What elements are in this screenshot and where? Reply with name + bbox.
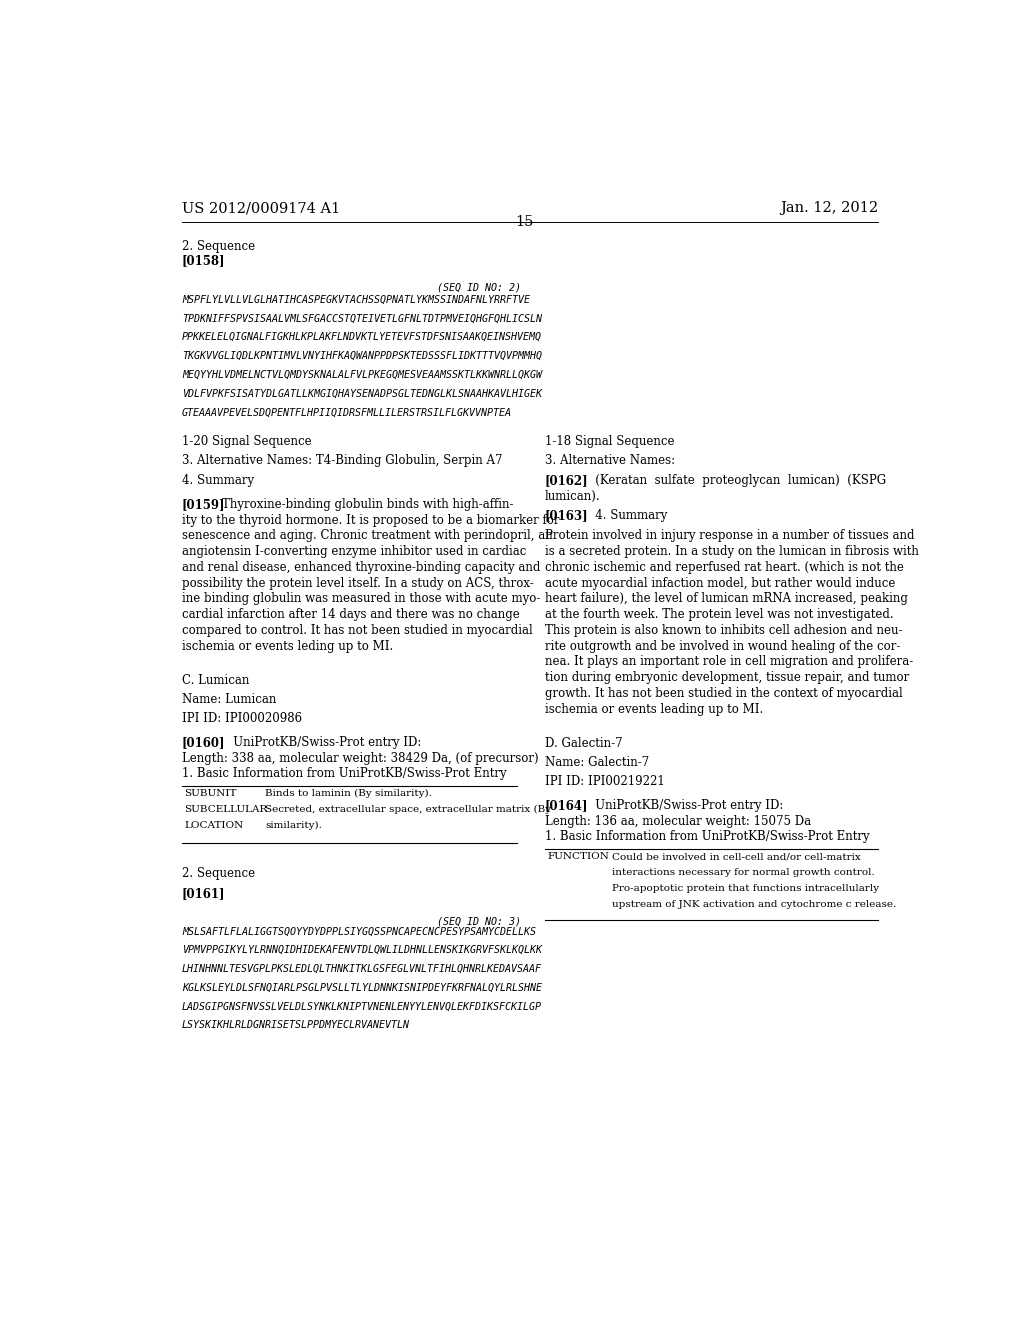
Text: compared to control. It has not been studied in myocardial: compared to control. It has not been stu… <box>182 624 532 638</box>
Text: Secreted, extracellular space, extracellular matrix (By: Secreted, extracellular space, extracell… <box>265 805 551 814</box>
Text: 15: 15 <box>516 215 534 230</box>
Text: Length: 136 aa, molecular weight: 15075 Da: Length: 136 aa, molecular weight: 15075 … <box>545 814 811 828</box>
Text: IPI ID: IPI00020986: IPI ID: IPI00020986 <box>182 711 302 725</box>
Text: ity to the thyroid hormone. It is proposed to be a biomarker for: ity to the thyroid hormone. It is propos… <box>182 513 559 527</box>
Text: MSLSAFTLFLALIGGTSQOYYDYDPPLSIYGQSSPNCAPECNCPESYPSAMYCDELLKS: MSLSAFTLFLALIGGTSQOYYDYDPPLSIYGQSSPNCAPE… <box>182 927 536 936</box>
Text: 1. Basic Information from UniProtKB/Swiss-Prot Entry: 1. Basic Information from UniProtKB/Swis… <box>545 830 869 843</box>
Text: Jan. 12, 2012: Jan. 12, 2012 <box>780 201 878 215</box>
Text: is a secreted protein. In a study on the lumican in fibrosis with: is a secreted protein. In a study on the… <box>545 545 919 558</box>
Text: at the fourth week. The protein level was not investigated.: at the fourth week. The protein level wa… <box>545 609 893 622</box>
Text: 2. Sequence: 2. Sequence <box>182 866 255 879</box>
Text: Length: 338 aa, molecular weight: 38429 Da, (of precursor): Length: 338 aa, molecular weight: 38429 … <box>182 751 539 764</box>
Text: SUBUNIT: SUBUNIT <box>184 789 237 799</box>
Text: TKGKVVGLIQDLKPNTIMVLVNYIHFKAQWANPPDPSKTEDSSSFLIDKTTTVQVPMMHQ: TKGKVVGLIQDLKPNTIMVLVNYIHFKAQWANPPDPSKTE… <box>182 351 542 360</box>
Text: LOCATION: LOCATION <box>184 821 244 830</box>
Text: [0163]: [0163] <box>545 510 588 521</box>
Text: possibility the protein level itself. In a study on ACS, throx-: possibility the protein level itself. In… <box>182 577 534 590</box>
Text: 3. Alternative Names:: 3. Alternative Names: <box>545 454 675 467</box>
Text: D. Galectin-7: D. Galectin-7 <box>545 738 623 750</box>
Text: angiotensin I-converting enzyme inhibitor used in cardiac: angiotensin I-converting enzyme inhibito… <box>182 545 526 558</box>
Text: C. Lumican: C. Lumican <box>182 675 249 688</box>
Text: cardial infarction after 14 days and there was no change: cardial infarction after 14 days and the… <box>182 609 520 622</box>
Text: tion during embryonic development, tissue repair, and tumor: tion during embryonic development, tissu… <box>545 671 909 684</box>
Text: FUNCTION: FUNCTION <box>547 853 609 861</box>
Text: TPDKNIFFSPVSISAALVMLSFGACCSTQTEIVETLGFNLTDTPMVEIQHGFQHLICSLN: TPDKNIFFSPVSISAALVMLSFGACCSTQTEIVETLGFNL… <box>182 313 542 323</box>
Text: nea. It plays an important role in cell migration and prolifera-: nea. It plays an important role in cell … <box>545 656 912 668</box>
Text: ine binding globulin was measured in those with acute myo-: ine binding globulin was measured in tho… <box>182 593 541 606</box>
Text: 1. Basic Information from UniProtKB/Swiss-Prot Entry: 1. Basic Information from UniProtKB/Swis… <box>182 767 507 780</box>
Text: [0162]: [0162] <box>545 474 588 487</box>
Text: [0159]: [0159] <box>182 498 225 511</box>
Text: chronic ischemic and reperfused rat heart. (which is not the: chronic ischemic and reperfused rat hear… <box>545 561 903 574</box>
Text: 3. Alternative Names: T4-Binding Globulin, Serpin A7: 3. Alternative Names: T4-Binding Globuli… <box>182 454 503 467</box>
Text: 2. Sequence: 2. Sequence <box>182 240 255 252</box>
Text: Could be involved in cell-cell and/or cell-matrix: Could be involved in cell-cell and/or ce… <box>612 853 861 861</box>
Text: UniProtKB/Swiss-Prot entry ID:: UniProtKB/Swiss-Prot entry ID: <box>585 799 783 812</box>
Text: ischemia or events leding up to MI.: ischemia or events leding up to MI. <box>182 640 393 652</box>
Text: growth. It has not been studied in the context of myocardial: growth. It has not been studied in the c… <box>545 686 902 700</box>
Text: [0161]: [0161] <box>182 887 225 900</box>
Text: Thyroxine-binding globulin binds with high-affin-: Thyroxine-binding globulin binds with hi… <box>221 498 513 511</box>
Text: ischemia or events leading up to MI.: ischemia or events leading up to MI. <box>545 702 763 715</box>
Text: (SEQ ID NO: 2): (SEQ ID NO: 2) <box>437 282 521 293</box>
Text: MEQYYHLVDMELNCTVLQMDYSKNALALFVLPKEGQMESVEAAMSSKTLKKWNRLLQKGW: MEQYYHLVDMELNCTVLQMDYSKNALALFVLPKEGQMESV… <box>182 370 542 380</box>
Text: KGLKSLEYLDLSFNQIARLPSGLPVSLLTLYLDNNKISNIPDEYFKRFNALQYLRLSHNE: KGLKSLEYLDLSFNQIARLPSGLPVSLLTLYLDNNKISNI… <box>182 983 542 993</box>
Text: VPMVPPGIKYLYLRNNQIDHIDEKAFENVTDLQWLILDHNLLENSKIKGRVFSKLKQLKK: VPMVPPGIKYLYLRNNQIDHIDEKAFENVTDLQWLILDHN… <box>182 945 542 956</box>
Text: Name: Galectin-7: Name: Galectin-7 <box>545 756 649 770</box>
Text: [0164]: [0164] <box>545 799 588 812</box>
Text: Binds to laminin (By similarity).: Binds to laminin (By similarity). <box>265 789 432 799</box>
Text: IPI ID: IPI00219221: IPI ID: IPI00219221 <box>545 775 665 788</box>
Text: LHINHNNLTESVGPLPKSLEDLQLTHNKITKLGSFEGLVNLTFIHLQHNRLKEDAVSAAF: LHINHNNLTESVGPLPKSLEDLQLTHNKITKLGSFEGLVN… <box>182 964 542 974</box>
Text: [0160]: [0160] <box>182 735 225 748</box>
Text: [0158]: [0158] <box>182 253 225 267</box>
Text: LADSGIPGNSFNVSSLVELDLSYNKLKNIPTVNENLENYYLENVQLEKFDIKSFCKILGP: LADSGIPGNSFNVSSLVELDLSYNKLKNIPTVNENLENYY… <box>182 1002 542 1011</box>
Text: US 2012/0009174 A1: US 2012/0009174 A1 <box>182 201 340 215</box>
Text: Protein involved in injury response in a number of tissues and: Protein involved in injury response in a… <box>545 529 914 543</box>
Text: lumican).: lumican). <box>545 490 600 503</box>
Text: PPKKELELQIGNALFIGKHLKPLAKFLNDVKTLYETEVFSTDFSNISAAKQEINSHVEMQ: PPKKELELQIGNALFIGKHLKPLAKFLNDVKTLYETEVFS… <box>182 333 542 342</box>
Text: VDLFVPKFSISATYDLGATLLKMGIQHAYSENADPSGLTEDNGLKLSNAAHKAVLHIGEK: VDLFVPKFSISATYDLGATLLKMGIQHAYSENADPSGLTE… <box>182 388 542 399</box>
Text: (Keratan  sulfate  proteoglycan  lumican)  (KSPG: (Keratan sulfate proteoglycan lumican) (… <box>585 474 887 487</box>
Text: Pro-apoptotic protein that functions intracellularly: Pro-apoptotic protein that functions int… <box>612 884 880 892</box>
Text: UniProtKB/Swiss-Prot entry ID:: UniProtKB/Swiss-Prot entry ID: <box>221 735 421 748</box>
Text: 4. Summary: 4. Summary <box>585 510 668 521</box>
Text: MSPFLYLVLLVLGLHATIHCASPEGKVTACHSSQPNATLYKMSSINDAFNLYRRFTVE: MSPFLYLVLLVLGLHATIHCASPEGKVTACHSSQPNATLY… <box>182 294 530 305</box>
Text: and renal disease, enhanced thyroxine-binding capacity and: and renal disease, enhanced thyroxine-bi… <box>182 561 541 574</box>
Text: senescence and aging. Chronic treatment with perindopril, an: senescence and aging. Chronic treatment … <box>182 529 553 543</box>
Text: SUBCELLULAR: SUBCELLULAR <box>184 805 267 814</box>
Text: rite outgrowth and be involved in wound healing of the cor-: rite outgrowth and be involved in wound … <box>545 640 900 652</box>
Text: similarity).: similarity). <box>265 821 323 830</box>
Text: acute myocardial infaction model, but rather would induce: acute myocardial infaction model, but ra… <box>545 577 895 590</box>
Text: (SEQ ID NO: 3): (SEQ ID NO: 3) <box>437 917 521 927</box>
Text: 1-18 Signal Sequence: 1-18 Signal Sequence <box>545 434 674 447</box>
Text: Name: Lumican: Name: Lumican <box>182 693 276 706</box>
Text: 1-20 Signal Sequence: 1-20 Signal Sequence <box>182 434 311 447</box>
Text: 4. Summary: 4. Summary <box>182 474 254 487</box>
Text: GTEAAAVPEVELSDQPENTFLHPIIQIDRSFMLLILERSTRSILFLGKVVNPTEA: GTEAAAVPEVELSDQPENTFLHPIIQIDRSFMLLILERST… <box>182 408 512 417</box>
Text: upstream of JNK activation and cytochrome c release.: upstream of JNK activation and cytochrom… <box>612 899 896 908</box>
Text: interactions necessary for normal growth control.: interactions necessary for normal growth… <box>612 869 874 876</box>
Text: LSYSKIKHLRLDGNRISETSLPPDMYECLRVANEVTLN: LSYSKIKHLRLDGNRISETSLPPDMYECLRVANEVTLN <box>182 1020 410 1031</box>
Text: This protein is also known to inhibits cell adhesion and neu-: This protein is also known to inhibits c… <box>545 624 902 638</box>
Text: heart failure), the level of lumican mRNA increased, peaking: heart failure), the level of lumican mRN… <box>545 593 907 606</box>
